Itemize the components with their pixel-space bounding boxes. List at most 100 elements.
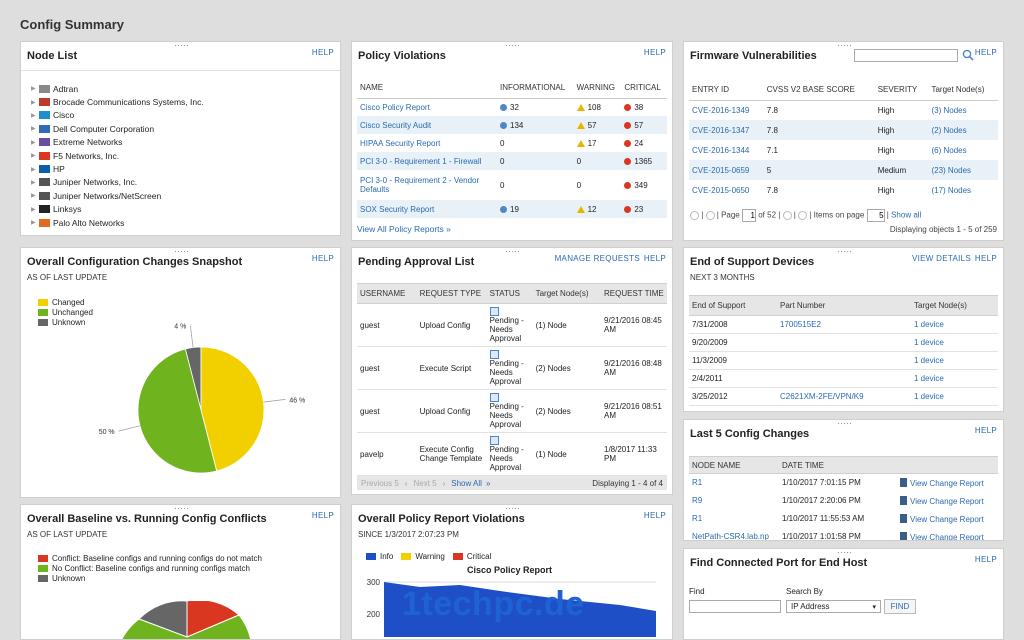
expand-arrow-icon[interactable]: ▶ [31,206,36,213]
help-link[interactable]: HELP [974,254,997,263]
help-link[interactable]: HELP [643,254,666,263]
search-icon[interactable] [962,49,974,63]
help-link[interactable]: HELP [974,555,997,564]
next-button[interactable]: Next 5 [413,478,437,488]
pie-slice-unchanged[interactable] [137,348,218,474]
help-link[interactable]: HELP [974,426,997,435]
node-list-item[interactable]: ▶ Linksys [31,203,204,216]
policy-name[interactable]: PCI 3-0 - Requirement 2 - Vendor Default… [360,176,480,194]
cve-id-link[interactable]: CVE-2016-1347 [689,120,764,140]
target-nodes-link[interactable]: (3) Nodes [931,105,967,115]
view-change-report-link[interactable]: View Change Report [910,532,984,541]
help-link[interactable]: HELP [311,48,334,57]
target-device-link[interactable]: 1 device [914,320,944,329]
policy-name-link[interactable]: Cisco Policy Report [357,98,497,116]
policy-name-link[interactable]: HIPAA Security Report [357,134,497,152]
drag-handle[interactable] [173,44,188,48]
expand-arrow-icon[interactable]: ▶ [31,166,36,173]
first-page-button[interactable] [690,210,699,220]
show-all-button[interactable]: Show All [451,478,482,488]
show-all-link[interactable]: Show all [891,210,922,220]
expand-arrow-icon[interactable]: ▶ [31,86,36,93]
view-change-report-link[interactable]: View Change Report [910,496,984,506]
node-name-link[interactable]: R1 [692,478,703,488]
policy-name[interactable]: Cisco Security Audit [360,120,432,130]
help-link[interactable]: HELP [311,511,334,520]
expand-arrow-icon[interactable]: ▶ [31,153,36,160]
expand-arrow-icon[interactable]: ▶ [31,220,36,227]
target-nodes-link[interactable]: (2) Nodes [928,120,998,140]
policy-name[interactable]: SOX Security Report [360,204,435,214]
help-link[interactable]: HELP [643,48,666,57]
cve-id-link[interactable]: CVE-2015-0650 [692,185,750,195]
cve-id-link[interactable]: CVE-2016-1349 [692,105,750,115]
node-list-item[interactable]: ▶ HP [31,162,204,175]
drag-handle[interactable] [836,422,851,426]
expand-arrow-icon[interactable]: ▶ [31,99,36,106]
expand-arrow-icon[interactable]: ▶ [31,112,36,119]
drag-handle[interactable] [173,507,188,511]
view-details-link[interactable]: VIEW DETAILS [911,254,971,263]
policy-name[interactable]: PCI 3-0 - Requirement 1 - Firewall [360,156,482,166]
target-device-link[interactable]: 1 device [914,356,944,365]
last-page-button[interactable] [798,210,808,220]
expand-arrow-icon[interactable]: ▶ [31,126,36,133]
cve-id-link[interactable]: CVE-2016-1344 [692,145,750,155]
view-change-report-link[interactable]: View Change Report [910,478,984,488]
find-input[interactable] [689,600,781,613]
firmware-search-input[interactable] [854,49,958,62]
node-name-link[interactable]: R1 [692,514,703,523]
expand-arrow-icon[interactable]: ▶ [31,193,36,200]
node-name-link[interactable]: NetPath-CSR4.lab.np [692,532,769,541]
node-list-item[interactable]: ▶ Juniper Networks, Inc. [31,176,204,189]
find-button[interactable]: FIND [884,599,916,614]
node-list-item[interactable]: ▶ Adtran [31,82,204,95]
node-list-item[interactable]: ▶ Brocade Communications Systems, Inc. [31,95,204,108]
next-page-button[interactable] [782,210,792,220]
previous-button[interactable]: Previous 5 [361,478,399,488]
node-list-item[interactable]: ▶ Juniper Networks/NetScreen [31,189,204,202]
node-name-link[interactable]: R9 [692,496,703,505]
part-number-link[interactable]: 1700515E2 [780,320,821,329]
node-list-item[interactable]: ▶ F5 Networks, Inc. [31,149,204,162]
target-device-link[interactable]: 1 device [914,392,944,401]
policy-name-link[interactable]: SOX Security Report [357,200,497,218]
policy-name-link[interactable]: PCI 3-0 - Requirement 1 - Firewall [357,152,497,170]
node-list-item[interactable]: ▶ Extreme Networks [31,136,204,149]
target-device-link[interactable]: 1 device [914,338,944,347]
cve-id-link[interactable]: CVE-2015-0659 [689,160,764,180]
drag-handle[interactable] [836,44,851,48]
help-link[interactable]: HELP [974,48,997,57]
node-list-item[interactable]: ▶ Palo Alto Networks [31,216,204,229]
policy-name-link[interactable]: PCI 3-0 - Requirement 2 - Vendor Default… [357,170,497,200]
search-by-select[interactable]: IP Address ▾ [786,600,881,613]
drag-handle[interactable] [173,250,188,254]
expand-arrow-icon[interactable]: ▶ [31,179,36,186]
help-link[interactable]: HELP [643,511,666,520]
expand-arrow-icon[interactable]: ▶ [31,139,36,146]
target-nodes-link[interactable]: (17) Nodes [931,185,972,195]
page-input[interactable] [741,209,756,222]
manage-requests-link[interactable]: MANAGE REQUESTS [554,254,640,263]
target-nodes-link[interactable]: (23) Nodes [928,160,998,180]
part-number-link[interactable] [777,352,911,370]
target-device-link[interactable]: 1 device [914,374,944,383]
policy-name-link[interactable]: Cisco Security Audit [357,116,497,134]
part-number-link[interactable] [777,334,911,352]
view-all-policy-reports-link[interactable]: View All Policy Reports » [357,224,451,234]
items-input[interactable] [866,209,885,222]
drag-handle[interactable] [836,551,851,555]
target-nodes-link[interactable]: (6) Nodes [931,145,967,155]
drag-handle[interactable] [505,507,519,511]
policy-name[interactable]: Cisco Policy Report [360,102,430,112]
view-change-report-link[interactable]: View Change Report [910,514,984,524]
part-number-link[interactable] [777,370,911,388]
drag-handle[interactable] [505,44,519,48]
drag-handle[interactable] [836,250,851,254]
part-number-link[interactable]: C2621XM-2FE/VPN/K9 [780,392,864,401]
node-list-item[interactable]: ▶ Dell Computer Corporation [31,122,204,135]
help-link[interactable]: HELP [311,254,334,263]
drag-handle[interactable] [505,250,519,254]
prev-page-button[interactable] [705,210,715,220]
node-list-item[interactable]: ▶ Cisco [31,109,204,122]
